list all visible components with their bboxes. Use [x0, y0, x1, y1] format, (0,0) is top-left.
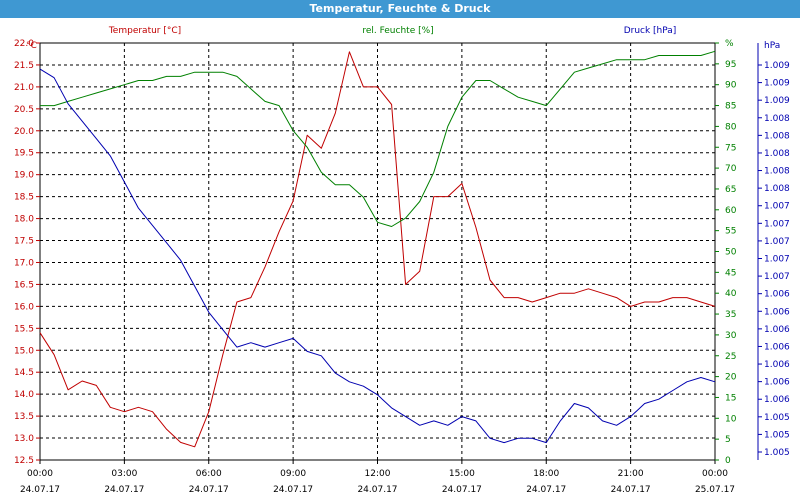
y-tick-label-pressure: 1.008	[764, 114, 790, 124]
x-tick-label-time: 00:00	[702, 469, 728, 479]
y-tick-label-humidity: 90	[725, 81, 737, 91]
x-tick-label-time: 00:00	[27, 469, 53, 479]
y-tick-label-pressure: 1.006	[764, 290, 790, 300]
series-layer	[39, 50, 716, 448]
x-tick-label-date: 24.07.17	[526, 485, 566, 495]
y-tick-label-pressure: 1.008	[764, 131, 790, 141]
y-tick-label-humidity: 80	[725, 122, 737, 132]
y-tick-label-pressure: 1.006	[764, 342, 790, 352]
y-tick-label-temperature: 13.5	[14, 412, 34, 422]
y-tick-label-pressure: 1.005	[764, 448, 790, 458]
y-tick-label-temperature: 21.5	[14, 61, 34, 71]
y-tick-label-temperature: 18.5	[14, 193, 34, 203]
y-tick-label-temperature: 20.0	[14, 127, 34, 137]
y-tick-label-pressure: 1.007	[764, 255, 790, 265]
x-tick-label-date: 24.07.17	[189, 485, 229, 495]
chart-title: Temperatur, Feuchte & Druck	[0, 0, 800, 18]
y-tick-label-temperature: 16.5	[14, 280, 34, 290]
y-tick-label-pressure: 1.006	[764, 325, 790, 335]
y-unit-temperature: °C	[26, 41, 37, 51]
y-tick-label-temperature: 14.0	[14, 390, 34, 400]
y-tick-label-humidity: 45	[725, 268, 736, 278]
x-tick-label-time: 06:00	[196, 469, 222, 479]
y-tick-label-pressure: 1.007	[764, 219, 790, 229]
y-tick-label-pressure: 1.008	[764, 184, 790, 194]
x-tick-label-time: 15:00	[449, 469, 475, 479]
x-tick-label-date: 24.07.17	[442, 485, 482, 495]
x-tick-label-date: 24.07.17	[104, 485, 144, 495]
y-tick-label-pressure: 1.009	[764, 61, 790, 71]
y-tick-label-humidity: 0	[725, 456, 731, 466]
x-tick-label-date: 24.07.17	[611, 485, 651, 495]
y-tick-label-humidity: 60	[725, 206, 737, 216]
y-tick-label-humidity: 70	[725, 164, 737, 174]
axis-layer: 00:00 24.07.17 03:00 24.07.17 06:00 24.07.17 0…	[14, 39, 790, 495]
y-tick-label-temperature: 21.0	[14, 83, 34, 93]
y-tick-label-temperature: 20.5	[14, 105, 34, 115]
y-tick-label-humidity: 55	[725, 227, 736, 237]
y-tick-label-humidity: 85	[725, 102, 736, 112]
y-tick-label-temperature: 19.5	[14, 149, 34, 159]
y-tick-label-pressure: 1.008	[764, 149, 790, 159]
y-tick-label-pressure: 1.006	[764, 395, 790, 405]
y-tick-label-temperature: 17.5	[14, 237, 34, 247]
x-tick-label-time: 03:00	[111, 469, 137, 479]
legend-label: Temperatur [°C]	[108, 26, 181, 36]
y-tick-label-pressure: 1.007	[764, 237, 790, 247]
y-tick-label-humidity: 65	[725, 185, 736, 195]
x-tick-label-date: 24.07.17	[357, 485, 397, 495]
y-tick-label-pressure: 1.005	[764, 413, 790, 423]
y-tick-label-humidity: 35	[725, 310, 736, 320]
y-tick-label-temperature: 18.0	[14, 215, 34, 225]
y-tick-label-temperature: 15.0	[14, 346, 34, 356]
y-tick-label-temperature: 17.0	[14, 258, 34, 268]
y-tick-label-temperature: 13.0	[14, 434, 34, 444]
legend-label: rel. Feuchte [%]	[362, 26, 433, 36]
y-tick-label-humidity: 95	[725, 60, 736, 70]
y-tick-label-temperature: 12.5	[14, 456, 34, 466]
y-tick-label-pressure: 1.006	[764, 378, 790, 388]
y-tick-label-humidity: %	[725, 39, 734, 49]
y-tick-label-temperature: 22.0	[14, 39, 34, 49]
y-tick-label-temperature: 16.0	[14, 302, 34, 312]
y-tick-label-pressure: 1.009	[764, 79, 790, 89]
y-tick-label-pressure: 1.008	[764, 167, 790, 177]
y-tick-label-pressure: 1.006	[764, 307, 790, 317]
x-tick-label-time: 18:00	[533, 469, 559, 479]
y-tick-label-pressure: 1.007	[764, 272, 790, 282]
x-tick-label-time: 21:00	[618, 469, 644, 479]
y-tick-label-humidity: 15	[725, 393, 736, 403]
x-tick-label-date: 24.07.17	[20, 485, 60, 495]
y-tick-label-humidity: 75	[725, 143, 736, 153]
x-tick-label-time: 09:00	[280, 469, 306, 479]
y-tick-label-pressure: 1.005	[764, 430, 790, 440]
y-tick-label-pressure: 1.009	[764, 96, 790, 106]
y-tick-label-humidity: 5	[725, 435, 731, 445]
y-tick-label-temperature: 15.5	[14, 324, 34, 334]
series-line-temperature	[39, 51, 716, 448]
y-tick-label-temperature: 14.5	[14, 368, 34, 378]
y-tick-label-humidity: 40	[725, 289, 737, 299]
y-tick-label-pressure: 1.006	[764, 360, 790, 370]
x-tick-label-date: 25.07.17	[695, 485, 735, 495]
y-tick-label-pressure: 1.007	[764, 202, 790, 212]
y-tick-label-humidity: 10	[725, 414, 737, 424]
y-unit-pressure: hPa	[764, 41, 780, 51]
y-tick-label-humidity: 50	[725, 248, 737, 258]
series-line-pressure	[39, 68, 716, 444]
legend-layer: Temperatur [°C] rel. Feuchte [%] Druck [hP…	[108, 26, 676, 36]
x-tick-label-date: 24.07.17	[273, 485, 313, 495]
y-tick-label-temperature: 19.0	[14, 171, 34, 181]
grid-layer	[39, 42, 716, 461]
y-tick-label-humidity: 20	[725, 373, 737, 383]
x-tick-label-time: 12:00	[365, 469, 391, 479]
series-line-humidity	[40, 50, 716, 227]
y-tick-label-humidity: 25	[725, 352, 736, 362]
legend-label: Druck [hPa]	[624, 26, 677, 36]
y-tick-label-humidity: 30	[725, 331, 737, 341]
